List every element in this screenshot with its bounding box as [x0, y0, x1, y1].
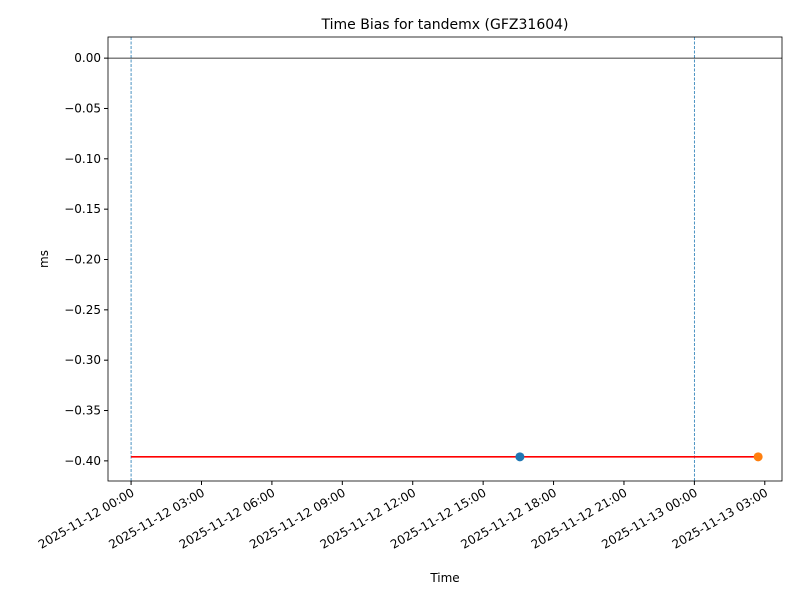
- y-tick-label: −0.10: [64, 152, 101, 166]
- y-tick-label: −0.30: [64, 353, 101, 367]
- data-point: [753, 452, 763, 462]
- plot-frame: [107, 36, 783, 482]
- y-tick-label: −0.15: [64, 202, 101, 216]
- y-tick-label: −0.25: [64, 303, 101, 317]
- y-tick-label: −0.40: [64, 454, 101, 468]
- y-tick-label: −0.20: [64, 253, 101, 267]
- y-tick-label: −0.05: [64, 101, 101, 115]
- chart-title: Time Bias for tandemx (GFZ31604): [321, 17, 569, 33]
- y-tick-label: 0.00: [74, 51, 101, 65]
- x-axis-label: Time: [429, 571, 459, 585]
- data-point: [515, 452, 525, 462]
- y-tick-label: −0.35: [64, 404, 101, 418]
- y-axis-label: ms: [37, 250, 51, 268]
